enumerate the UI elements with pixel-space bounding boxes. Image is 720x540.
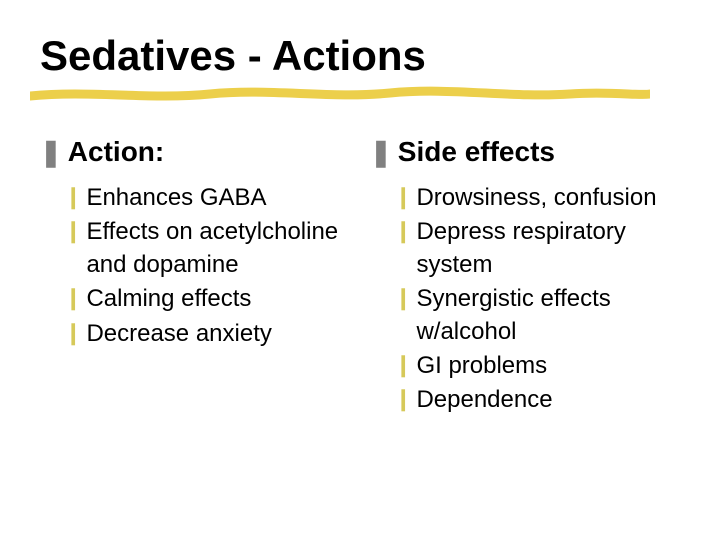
side-effects-items-list: ❙ Drowsiness, confusion ❙ Depress respir…: [370, 182, 680, 417]
item-text: Effects on acetylcholine and dopamine: [86, 216, 350, 281]
item-text: Dependence: [416, 384, 680, 416]
item-text: Synergistic effects w/alcohol: [416, 283, 680, 348]
item-text: Depress respiratory system: [416, 216, 680, 281]
list-item: ❙ Depress respiratory system: [394, 216, 680, 281]
list-item: ❙ Enhances GABA: [64, 182, 350, 214]
list-item: ❙ GI problems: [394, 350, 680, 382]
column-header-label: Side effects: [398, 136, 555, 168]
list-item: ❙ Decrease anxiety: [64, 318, 350, 350]
list-item: ❙ Dependence: [394, 384, 680, 416]
item-bullet-icon: ❙: [394, 283, 412, 313]
column-header-label: Action:: [68, 136, 164, 168]
slide-title: Sedatives - Actions: [40, 32, 680, 80]
list-item: ❙ Synergistic effects w/alcohol: [394, 283, 680, 348]
item-bullet-icon: ❙: [394, 182, 412, 212]
item-text: Calming effects: [86, 283, 350, 315]
item-text: Drowsiness, confusion: [416, 182, 680, 214]
column-side-effects: ❚ Side effects ❙ Drowsiness, confusion ❙…: [370, 136, 680, 419]
item-bullet-icon: ❙: [64, 216, 82, 246]
column-action: ❚ Action: ❙ Enhances GABA ❙ Effects on a…: [40, 136, 350, 419]
column-header-side-effects: ❚ Side effects: [370, 136, 680, 168]
item-text: GI problems: [416, 350, 680, 382]
item-bullet-icon: ❙: [64, 283, 82, 313]
list-item: ❙ Calming effects: [64, 283, 350, 315]
slide: Sedatives - Actions ❚ Action: ❙ Enhances…: [0, 0, 720, 540]
item-bullet-icon: ❙: [64, 318, 82, 348]
item-bullet-icon: ❙: [64, 182, 82, 212]
item-text: Decrease anxiety: [86, 318, 350, 350]
item-bullet-icon: ❙: [394, 216, 412, 246]
title-underline: [40, 84, 680, 108]
item-bullet-icon: ❙: [394, 350, 412, 380]
header-bullet-icon: ❚: [370, 140, 392, 166]
action-items-list: ❙ Enhances GABA ❙ Effects on acetylcholi…: [40, 182, 350, 350]
list-item: ❙ Drowsiness, confusion: [394, 182, 680, 214]
item-text: Enhances GABA: [86, 182, 350, 214]
column-header-action: ❚ Action:: [40, 136, 350, 168]
content-columns: ❚ Action: ❙ Enhances GABA ❙ Effects on a…: [40, 136, 680, 419]
list-item: ❙ Effects on acetylcholine and dopamine: [64, 216, 350, 281]
header-bullet-icon: ❚: [40, 140, 62, 166]
item-bullet-icon: ❙: [394, 384, 412, 414]
